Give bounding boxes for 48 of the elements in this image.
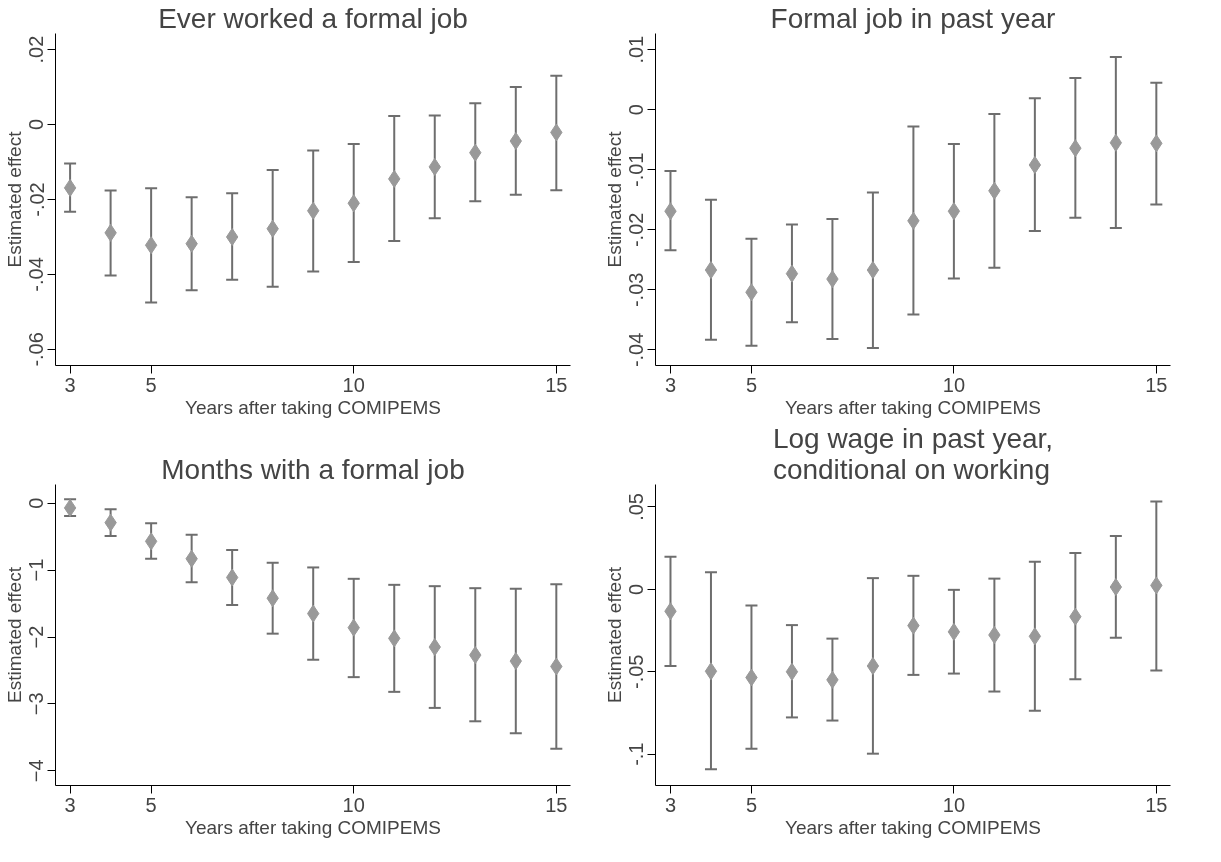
x-tick-label: 5	[745, 793, 758, 816]
y-tick-label: .01	[625, 35, 648, 64]
y-tick-label: 0	[25, 118, 48, 131]
x-tick-label: 10	[942, 793, 966, 816]
x-tick-label: 10	[342, 373, 365, 396]
x-tick-label: 3	[664, 373, 677, 396]
x-tick-label: 3	[64, 373, 76, 396]
y-tick-label: −4	[25, 759, 48, 783]
x-tick-label: 15	[545, 373, 568, 396]
y-tick-label: −2	[25, 625, 48, 649]
chart-title: Log wage in past year, conditional on working	[772, 422, 1054, 485]
chart-title: Months with a formal job	[161, 453, 465, 485]
y-tick-label: -.03	[625, 272, 648, 308]
x-axis-title: Years after taking COMIPEMS	[185, 396, 441, 418]
y-axis-title: Estimated effect	[3, 566, 25, 703]
x-tick-label: 5	[145, 373, 157, 396]
y-tick-label: -.06	[25, 332, 48, 367]
x-tick-label: 10	[942, 373, 966, 396]
y-tick-label: -.1	[625, 742, 648, 766]
x-tick-label: 5	[745, 373, 758, 396]
y-tick-label: 0	[25, 497, 48, 509]
y-tick-label: -.02	[25, 182, 48, 217]
y-tick-label: 0	[625, 583, 648, 595]
x-tick-label: 15	[545, 793, 568, 816]
y-tick-label: .05	[625, 493, 648, 521]
y-axis-title: Estimated effect	[3, 130, 25, 268]
y-tick-label: -.04	[25, 257, 48, 292]
y-tick-label: -.04	[625, 332, 648, 368]
x-tick-label: 10	[342, 793, 365, 816]
x-axis-title: Years after taking COMIPEMS	[185, 816, 441, 838]
x-tick-label: 15	[1145, 373, 1168, 396]
y-tick-label: .02	[25, 35, 48, 64]
y-tick-label: −1	[25, 558, 48, 582]
x-tick-label: 5	[145, 793, 157, 816]
chart-title: Ever worked a formal job	[158, 2, 468, 34]
x-tick-label: 3	[664, 793, 677, 816]
y-axis-title: Estimated effect	[603, 130, 625, 268]
x-axis-title: Years after taking COMIPEMS	[785, 396, 1041, 418]
y-axis-title: Estimated effect	[603, 566, 625, 703]
y-tick-label: -.02	[625, 212, 648, 248]
x-tick-label: 3	[64, 793, 76, 816]
y-tick-label: -.05	[625, 654, 648, 689]
x-axis-title: Years after taking COMIPEMS	[785, 816, 1041, 838]
y-tick-label: -.01	[625, 152, 648, 188]
x-tick-label: 15	[1145, 793, 1168, 816]
y-tick-label: −3	[25, 692, 48, 716]
y-tick-label: 0	[625, 104, 648, 116]
chart-title: Formal job in past year	[770, 2, 1056, 34]
